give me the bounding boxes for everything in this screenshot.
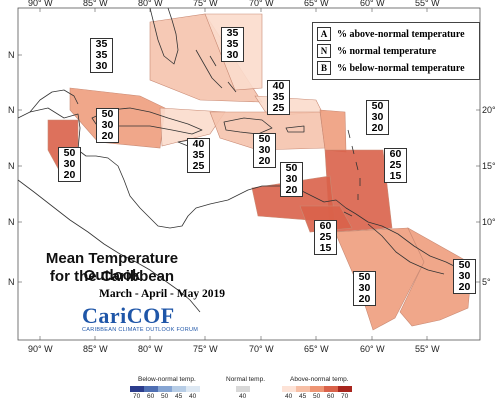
lon-label: 60° W [360,344,385,354]
prob-box-leeward-islands: 50 30 20 [366,100,389,135]
prob-box-turks-caicos: 40 35 25 [267,80,290,115]
lon-label-top: 60° W [360,0,385,8]
lon-label: 85° W [83,344,108,354]
region-hispaniola [159,107,226,147]
legend-label: % above-normal temperature [337,28,465,40]
coast-pacific-side [17,179,201,313]
colorbar-normal-label: Normal temp. [226,376,266,383]
colorbar-tick-below: 70 [133,393,141,400]
colorbar-below-label: Below-normal temp. [138,376,196,383]
coast-puerto-rico [285,125,305,133]
colorbar-tick-below: 60 [147,393,155,400]
lon-label: 90° W [28,344,53,354]
prob-box-windward-islands: 60 25 15 [384,148,407,183]
lon-label-top: 65° W [304,0,329,8]
prob-box-belize-yucatan: 50 30 20 [96,108,119,143]
lon-label: 75° W [193,344,218,354]
prob-box-suriname-french-guiana: 50 30 20 [453,259,476,294]
lon-label: 65° W [304,344,329,354]
logo-sub-text: CARIBBEAN CLIMATE OUTLOOK FORUM [82,327,199,333]
legend-label: % normal temperature [337,45,437,57]
map-title-line1: Mean Temperature Outlook [45,250,179,284]
lon-labels: 90° W 85° W 80° W 75° W 70° W 65° W 60° … [28,0,440,354]
lat-label-left: N [8,277,15,287]
graticule [18,8,480,340]
colorbar-tick-normal: 40 [239,393,247,400]
caricof-logo: CariCOF CARIBBEAN CLIMATE OUTLOOK FORUM [82,303,232,335]
colorbar-tick-above: 70 [341,393,349,400]
colorbar-tick-below: 45 [175,393,183,400]
prob-box-guyana: 50 30 20 [353,271,376,306]
colorbar-tick-below: 40 [189,393,197,400]
coast-yucatan [29,89,79,113]
lon-label-top: 85° W [83,0,108,8]
region-trinidad-tobago [299,205,353,233]
lon-label-top: 75° W [193,0,218,8]
colorbar-tick-above: 40 [285,393,293,400]
map-title-line2: for the Caribbean [49,268,175,285]
lon-label: 55° W [415,344,440,354]
legend-row: N % normal temperature [317,44,436,58]
prob-box-cuba-jamaica: 40 35 25 [187,138,210,173]
lat-label-left: N [8,161,15,171]
region-hispaniola-puerto-rico [209,111,326,151]
lon-label: 70° W [249,344,274,354]
lat-label-left: N [8,50,15,60]
prob-box-central-america-north: 50 30 20 [58,147,81,182]
legend-key: B [317,61,331,75]
lat-label-left: N [8,217,15,227]
prob-box-trinidad-tobago: 60 25 15 [314,220,337,255]
coast-lesser-antilles [343,129,361,217]
legend-row: A % above-normal temperature [317,27,465,41]
lat-label-right: 20° [482,105,495,115]
prob-box-abc-islands: 50 30 20 [280,162,303,197]
lat-label-right: 5° [482,277,491,287]
lon-label-top: 55° W [415,0,440,8]
colorbar-tick-above: 50 [313,393,321,400]
legend-key: N [317,44,331,58]
lat-label-left: N [8,105,15,115]
legend-row: B % below-normal temperature [317,61,465,75]
logo-main-text: CariCOF [82,303,175,328]
lon-label: 80° W [138,344,163,354]
coast-bahamas [195,49,237,93]
coast-guianas [367,223,445,275]
colorbar-tick-below: 50 [161,393,169,400]
colorbar-tick-above: 60 [327,393,335,400]
coast-hispaniola [223,117,273,135]
prob-box-bahamas-north: 35 35 30 [221,27,244,62]
lon-label-top: 90° W [28,0,53,8]
prob-box-hispaniola-puerto-rico: 50 30 20 [253,133,276,168]
lat-label-right: 15° [482,161,495,171]
probability-legend: A % above-normal temperature N % normal … [312,22,480,80]
legend-key: A [317,27,331,41]
legend-label: % below-normal temperature [337,62,465,74]
colorbar-above-label: Above-normal temp. [290,376,349,383]
lon-label-top: 70° W [249,0,274,8]
lat-labels: 20° 15° 10° 5° N N N N N [8,50,495,287]
colorbar-tick-above: 45 [299,393,307,400]
coast-florida [149,7,179,65]
lat-label-right: 10° [482,217,495,227]
lon-label-top: 80° W [138,0,163,8]
map-subtitle: March - April - May 2019 [99,288,225,300]
prob-box-gulf-mexico-east: 35 35 30 [90,38,113,73]
